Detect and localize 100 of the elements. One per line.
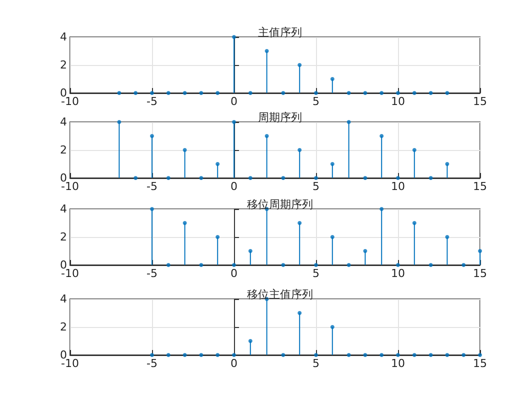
y-tick-label: 2 <box>60 58 67 72</box>
point <box>117 91 122 95</box>
point <box>380 207 384 211</box>
point <box>134 91 138 95</box>
point <box>346 120 351 124</box>
point <box>166 353 170 357</box>
point <box>380 353 384 357</box>
x-tick-label: -5 <box>146 95 158 108</box>
point <box>264 49 269 53</box>
point <box>232 263 236 267</box>
point <box>216 91 220 95</box>
point <box>396 91 400 95</box>
y-tick-label: 4 <box>60 202 67 216</box>
point <box>117 120 122 124</box>
y-tick-label: 2 <box>60 320 67 334</box>
point <box>363 91 368 95</box>
point <box>396 176 400 180</box>
point <box>199 176 204 180</box>
point <box>412 148 416 152</box>
point <box>150 91 154 95</box>
x-tick-label: 15 <box>473 95 487 108</box>
point <box>363 353 368 357</box>
point <box>298 311 302 315</box>
point <box>396 263 400 267</box>
point <box>232 120 236 124</box>
x-tick-label: -5 <box>146 180 158 193</box>
x-tick-label: 15 <box>473 267 487 280</box>
point <box>412 91 416 95</box>
point <box>445 353 450 357</box>
point <box>182 91 187 95</box>
point <box>216 162 220 166</box>
point <box>298 63 302 67</box>
point <box>330 77 334 81</box>
point <box>380 134 384 138</box>
y-tick-label: 4 <box>60 30 67 44</box>
x-tick-label: -5 <box>146 357 158 370</box>
x-tick-label: 10 <box>391 267 405 280</box>
y-tick-label: 2 <box>60 230 67 244</box>
chart-title: 周期序列 <box>258 111 302 124</box>
point <box>134 176 138 180</box>
chart-title: 移位主值序列 <box>247 288 313 301</box>
point <box>150 353 154 357</box>
x-tick-label: 10 <box>391 180 405 193</box>
point <box>248 249 252 253</box>
point <box>314 176 318 180</box>
point <box>330 325 334 329</box>
x-tick-label: 5 <box>312 180 320 193</box>
point <box>216 353 220 357</box>
point <box>232 35 236 39</box>
point <box>166 91 170 95</box>
x-tick-label: 0 <box>230 357 238 370</box>
point <box>182 148 187 152</box>
point <box>182 221 187 225</box>
y-tick-label: 4 <box>60 292 67 306</box>
point <box>346 263 351 267</box>
point <box>281 263 286 267</box>
point <box>412 221 416 225</box>
y-tick-label: 4 <box>60 116 67 128</box>
point <box>248 176 252 180</box>
point <box>445 235 450 239</box>
point <box>428 176 433 180</box>
point <box>182 353 187 357</box>
point <box>314 353 318 357</box>
x-tick-label: 5 <box>312 95 320 108</box>
point <box>166 263 170 267</box>
point <box>346 353 351 357</box>
y-tick-label: 2 <box>60 144 67 156</box>
point <box>281 91 286 95</box>
point <box>428 263 433 267</box>
point <box>330 162 334 166</box>
point <box>248 91 252 95</box>
x-tick-label: 0 <box>230 180 238 193</box>
point <box>199 263 204 267</box>
point <box>298 148 302 152</box>
point <box>363 176 368 180</box>
chart-title: 移位周期序列 <box>247 198 313 211</box>
x-tick-label: 5 <box>312 357 320 370</box>
point <box>445 91 450 95</box>
x-tick-label: -5 <box>146 267 158 280</box>
point <box>445 162 450 166</box>
point <box>462 353 466 357</box>
point <box>199 353 204 357</box>
x-tick-label: 15 <box>473 180 487 193</box>
point <box>380 91 384 95</box>
point <box>264 134 269 138</box>
point <box>396 353 400 357</box>
x-tick-label: 0 <box>230 267 238 280</box>
point <box>298 221 302 225</box>
point <box>363 249 368 253</box>
point <box>478 249 482 253</box>
point <box>232 353 236 357</box>
x-tick-label: 5 <box>312 267 320 280</box>
point <box>346 91 351 95</box>
point <box>281 353 286 357</box>
point <box>199 91 204 95</box>
point <box>478 353 482 357</box>
point <box>428 91 433 95</box>
x-tick-label: 15 <box>473 357 487 370</box>
point <box>150 134 154 138</box>
point <box>314 91 318 95</box>
